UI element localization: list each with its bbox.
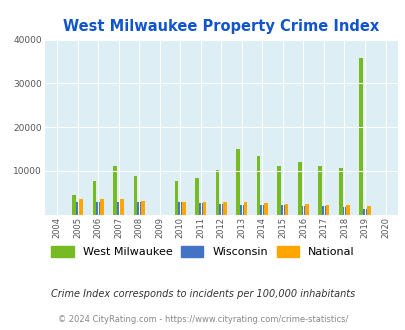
Bar [79, 199, 83, 214]
Bar [178, 202, 181, 214]
Bar [301, 206, 305, 214]
Bar [239, 205, 243, 215]
Bar [219, 204, 223, 214]
Bar [325, 205, 329, 215]
Bar [174, 181, 178, 214]
Bar [297, 162, 301, 214]
Bar [92, 181, 96, 214]
Bar [113, 166, 117, 214]
Bar [198, 203, 202, 214]
Bar [72, 195, 75, 214]
Bar [358, 58, 362, 214]
Bar [362, 209, 366, 214]
Bar [120, 199, 124, 214]
Bar [256, 156, 260, 214]
Bar [100, 199, 103, 214]
Bar [280, 205, 284, 215]
Bar [318, 166, 321, 214]
Bar [215, 170, 219, 214]
Bar [345, 205, 349, 214]
Text: Crime Index corresponds to incidents per 100,000 inhabitants: Crime Index corresponds to incidents per… [51, 289, 354, 299]
Bar [181, 202, 185, 215]
Bar [284, 204, 288, 214]
Bar [321, 206, 325, 214]
Bar [243, 202, 247, 214]
Bar [117, 202, 120, 215]
Bar [260, 205, 264, 215]
Bar [236, 149, 239, 214]
Bar [264, 203, 267, 214]
Bar [223, 202, 226, 215]
Bar [133, 177, 137, 214]
Legend: West Milwaukee, Wisconsin, National: West Milwaukee, Wisconsin, National [47, 242, 358, 262]
Bar [366, 206, 370, 214]
Bar [137, 202, 141, 214]
Bar [141, 201, 144, 214]
Bar [75, 202, 79, 214]
Bar [277, 166, 280, 214]
Bar [96, 202, 100, 215]
Bar [305, 204, 308, 214]
Bar [195, 178, 198, 214]
Text: © 2024 CityRating.com - https://www.cityrating.com/crime-statistics/: © 2024 CityRating.com - https://www.city… [58, 315, 347, 324]
Bar [338, 168, 342, 214]
Bar [342, 207, 345, 214]
Title: West Milwaukee Property Crime Index: West Milwaukee Property Crime Index [63, 19, 378, 34]
Bar [202, 202, 206, 215]
